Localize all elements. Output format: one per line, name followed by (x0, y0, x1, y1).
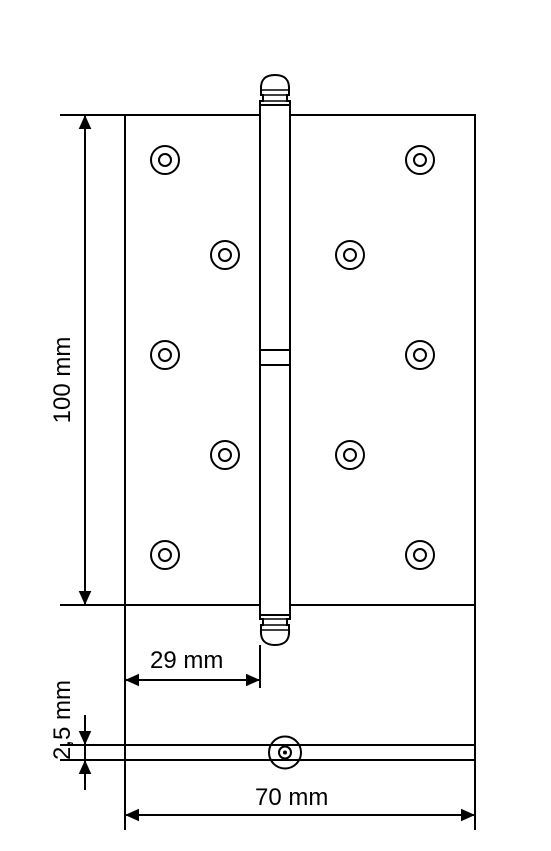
screw-hole (211, 441, 239, 469)
screw-hole (336, 241, 364, 269)
screw-hole (151, 146, 179, 174)
screw-hole (151, 341, 179, 369)
screw-hole (406, 341, 434, 369)
screw-hole (336, 441, 364, 469)
left-leaf (125, 115, 260, 605)
screw-hole (406, 146, 434, 174)
screw-hole (406, 541, 434, 569)
dim-label-total-width: 70 mm (255, 784, 328, 811)
right-leaf (290, 115, 475, 605)
dim-label-leaf-width: 29 mm (150, 647, 223, 674)
dim-label-height: 100 mm (49, 337, 76, 424)
screw-hole (151, 541, 179, 569)
screw-hole (211, 241, 239, 269)
hinge-technical-drawing: 100 mm 29 mm 2,5 mm 70 mm (0, 0, 551, 851)
dim-label-thickness: 2,5 mm (49, 680, 76, 760)
knuckle-barrel (260, 105, 290, 615)
